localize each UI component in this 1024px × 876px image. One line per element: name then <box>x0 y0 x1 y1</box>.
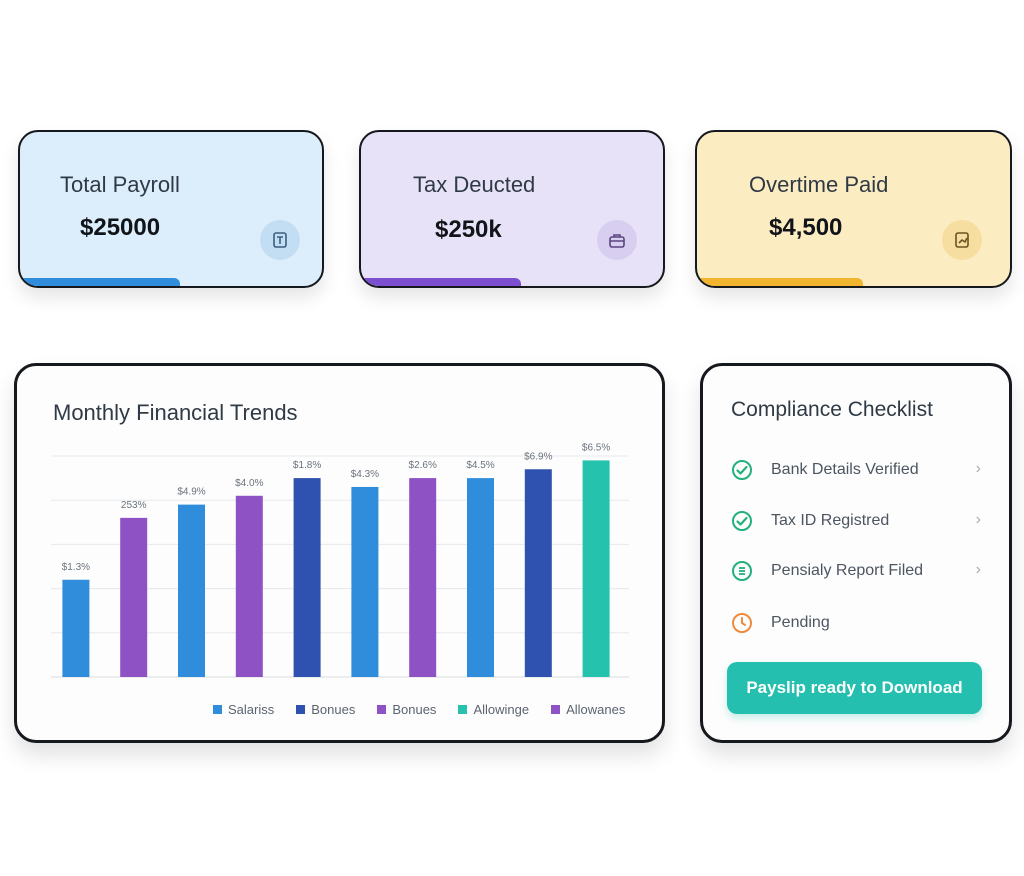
download-payslip-button[interactable]: Payslip ready to Download <box>727 662 982 714</box>
checklist-item-label: Pending <box>771 614 830 631</box>
bar-data-label: $1.8% <box>293 460 321 471</box>
bar-data-label: $4.9% <box>177 487 205 498</box>
legend-label: Allowinge <box>473 702 530 717</box>
bar-data-label: 253% <box>121 500 147 511</box>
clock-icon <box>731 612 753 634</box>
stat-card-total-payroll[interactable]: Total Payroll $25000 <box>18 130 324 288</box>
compliance-checklist-card: Compliance Checklist Bank Details Verifi… <box>700 363 1012 743</box>
chevron-right-icon: › <box>975 511 981 528</box>
legend-swatch <box>296 705 306 714</box>
stat-progress-bar <box>697 278 863 286</box>
chevron-right-icon: › <box>975 460 981 477</box>
chevron-right-icon: › <box>975 561 981 578</box>
bar-data-label: $4.5% <box>466 460 494 471</box>
legend-label: Salariss <box>228 702 275 717</box>
briefcase-icon <box>597 220 637 260</box>
legend-swatch <box>377 705 387 714</box>
legend-item: Allowinge <box>458 702 529 717</box>
bar-data-label: $6.9% <box>524 451 552 462</box>
stat-value: $4,500 <box>769 214 843 241</box>
bar-data-label: $1.3% <box>62 562 90 573</box>
chart-bar <box>178 504 205 677</box>
checklist-item-bank-details[interactable]: Bank Details Verified › <box>731 456 981 484</box>
legend-label: Bonues <box>311 702 356 717</box>
legend-label: Allowanes <box>566 702 626 717</box>
legend-item: Bonues <box>377 702 436 717</box>
trend-doc-icon <box>942 220 982 260</box>
stat-card-tax-deducted[interactable]: Tax Deucted $250k <box>359 130 665 288</box>
bar-data-label: $4.0% <box>235 478 263 489</box>
legend-item: Allowanes <box>551 702 625 717</box>
chart-bar <box>524 469 552 677</box>
chart-bar <box>467 478 494 677</box>
checklist-title: Compliance Checklist <box>731 398 933 421</box>
list-circle-icon <box>731 560 753 582</box>
chart-bar <box>351 486 379 677</box>
stat-title: Tax Deucted <box>413 172 536 197</box>
financial-trends-card: Monthly Financial Trends $1.3% 253% $4.9% $… <box>14 363 665 743</box>
bar-data-label: $4.3% <box>351 469 379 480</box>
stat-title: Total Payroll <box>60 172 180 197</box>
legend-swatch <box>551 705 561 714</box>
checklist-item-label: Tax ID Registred <box>771 512 890 529</box>
chart-bar <box>120 517 148 677</box>
legend-item: Salariss <box>213 702 274 717</box>
bar-data-label: $6.5% <box>582 442 610 453</box>
bar-chart: $1.3% 253% $4.9% $4.0% $1.8% $4.3% $2.6% $4.5% $… <box>51 442 629 678</box>
legend-swatch <box>213 705 222 714</box>
chart-bar <box>235 495 263 677</box>
checklist-item-label: Pensialy Report Filed <box>771 562 924 579</box>
checklist-item-pending[interactable]: Pending <box>731 609 981 637</box>
checklist-item-pension-report[interactable]: Pensialy Report Filed › <box>731 557 981 585</box>
payroll-doc-icon <box>260 220 300 260</box>
chart-legend: Salariss Bonues Bonues Allowinge Allowanes <box>213 702 647 717</box>
legend-item: Bonues <box>296 702 355 717</box>
stat-card-overtime-paid[interactable]: Overtime Paid $4,500 <box>695 130 1012 288</box>
stat-progress-bar <box>20 278 180 286</box>
legend-swatch <box>458 705 468 714</box>
stat-progress-bar <box>361 278 521 286</box>
legend-label: Bonues <box>392 702 437 717</box>
stat-value: $25000 <box>80 214 161 241</box>
stat-title: Overtime Paid <box>749 172 889 197</box>
chart-bar <box>293 478 321 677</box>
check-circle-icon <box>731 459 753 481</box>
bar-data-label: $2.6% <box>409 460 437 471</box>
check-circle-icon <box>731 510 753 532</box>
chart-bar <box>62 579 90 677</box>
chart-bar <box>582 460 610 677</box>
chart-title: Monthly Financial Trends <box>53 400 298 425</box>
chart-bar <box>409 478 437 677</box>
checklist-item-tax-id[interactable]: Tax ID Registred › <box>731 507 981 535</box>
stat-value: $250k <box>435 216 502 243</box>
checklist-item-label: Bank Details Verified <box>771 461 919 478</box>
